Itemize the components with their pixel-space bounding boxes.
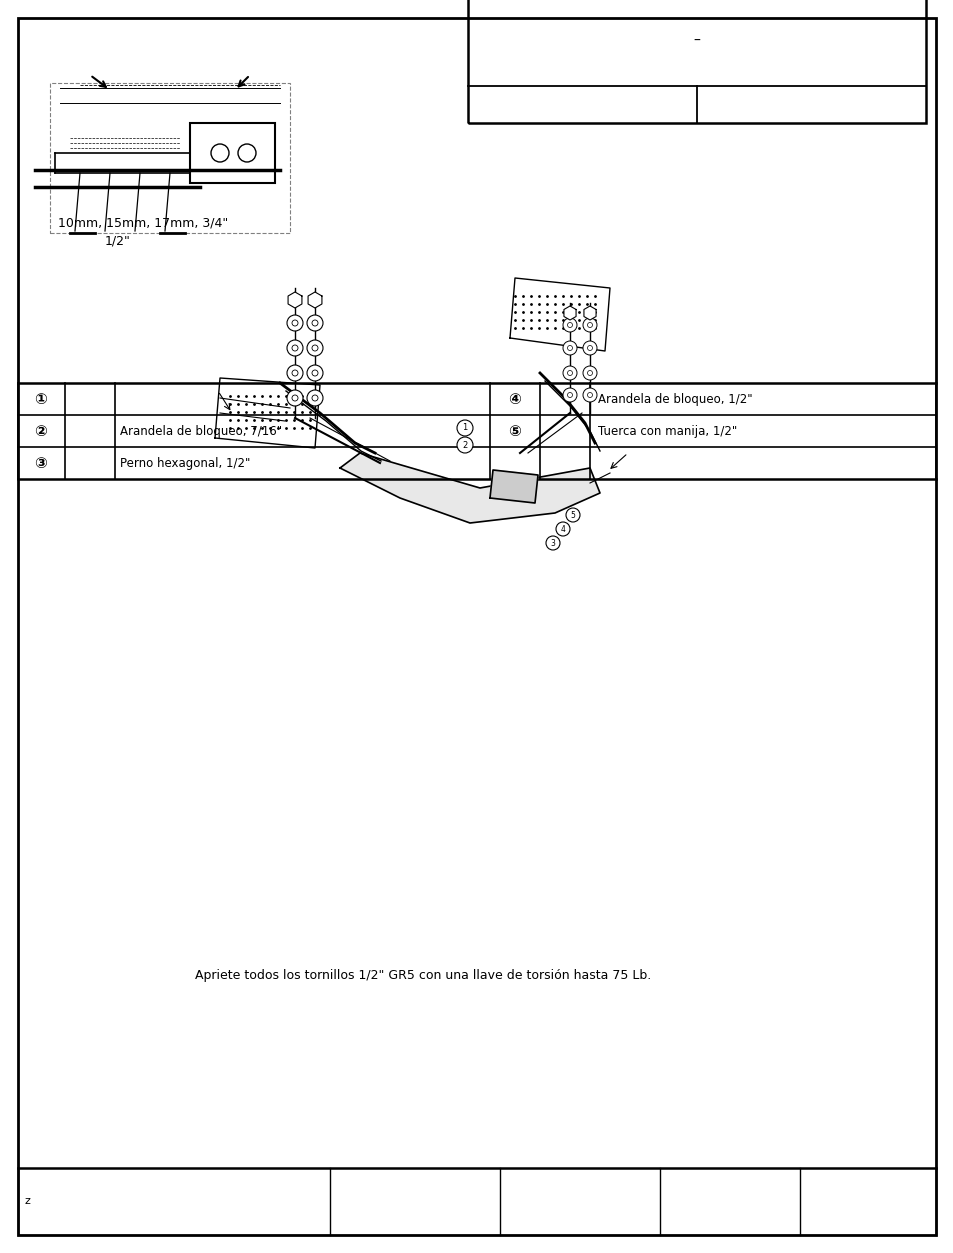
Polygon shape [490,470,537,502]
Polygon shape [214,378,319,449]
Text: Tuerca con manija, 1/2": Tuerca con manija, 1/2" [598,425,737,437]
Circle shape [307,390,323,406]
Polygon shape [563,306,576,320]
Text: ④: ④ [508,391,521,406]
Text: 1/2": 1/2" [105,234,131,248]
Polygon shape [583,306,596,320]
Circle shape [562,341,577,355]
Text: Arandela de bloqueo, 1/2": Arandela de bloqueo, 1/2" [598,392,752,406]
Circle shape [456,420,473,436]
Text: ②: ② [34,424,48,439]
Circle shape [562,388,577,402]
Text: 5: 5 [570,510,575,520]
Text: Perno hexagonal, 1/2": Perno hexagonal, 1/2" [120,456,250,470]
Polygon shape [288,292,301,308]
Text: z: z [25,1197,30,1207]
Circle shape [562,318,577,332]
Circle shape [582,388,597,402]
Circle shape [287,390,303,406]
Polygon shape [510,278,609,351]
Circle shape [565,507,579,523]
Text: –: – [693,34,700,48]
Bar [190,123,274,183]
Circle shape [545,536,559,550]
Text: Apriete todos los tornillos 1/2" GR5 con una llave de torsión hasta 75 Lb.: Apriete todos los tornillos 1/2" GR5 con… [194,969,651,981]
Bar [50,83,290,233]
Circle shape [562,366,577,380]
Circle shape [307,340,323,356]
Text: 2: 2 [462,441,467,450]
Circle shape [556,523,569,536]
Bar [468,0,925,123]
Circle shape [307,315,323,331]
Text: Arandela de bloqueo, 7/16": Arandela de bloqueo, 7/16" [120,425,282,437]
Circle shape [287,315,303,331]
Circle shape [287,340,303,356]
Circle shape [582,341,597,355]
Text: 10mm, 15mm, 17mm, 3/4": 10mm, 15mm, 17mm, 3/4" [58,217,228,229]
Circle shape [456,437,473,454]
Text: ①: ① [34,391,48,406]
Text: 3: 3 [550,539,555,548]
Circle shape [582,318,597,332]
Text: 4: 4 [560,525,565,534]
Circle shape [582,366,597,380]
Circle shape [287,365,303,381]
Text: 1: 1 [462,424,467,432]
Polygon shape [339,454,599,523]
Polygon shape [308,292,321,308]
Text: ⑤: ⑤ [508,424,521,439]
Circle shape [307,365,323,381]
Text: ③: ③ [34,456,48,470]
